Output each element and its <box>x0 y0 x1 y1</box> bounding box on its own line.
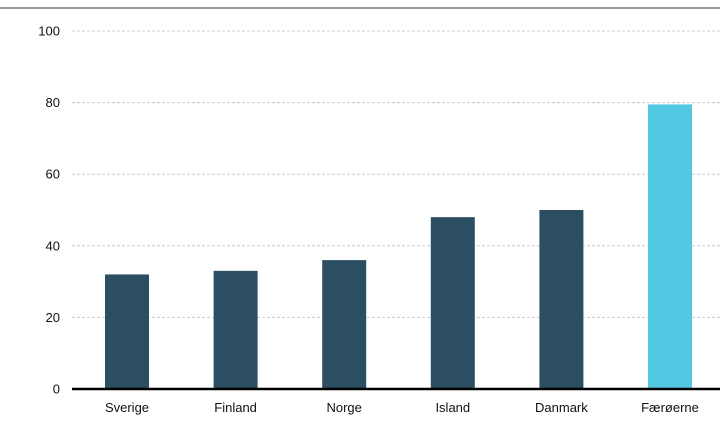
bar-sverige <box>105 274 149 389</box>
x-axis-labels: Sverige Finland Norge Island Danmark Færøerne <box>105 400 699 415</box>
gridlines <box>72 30 720 318</box>
x-tick-label-finland: Finland <box>214 400 257 415</box>
y-tick-label-0: 0 <box>53 382 60 397</box>
x-tick-label-færøerne: Færøerne <box>641 400 699 415</box>
y-tick-label-60: 60 <box>46 167 60 182</box>
bars <box>105 104 692 389</box>
x-tick-label-sverige: Sverige <box>105 400 149 415</box>
y-axis-ticks: 0 20 40 60 80 100 <box>38 24 60 397</box>
y-tick-label-100: 100 <box>38 24 60 39</box>
x-tick-label-danmark: Danmark <box>535 400 588 415</box>
bar-island <box>430 217 475 389</box>
y-tick-label-20: 20 <box>46 310 60 325</box>
y-tick-label-80: 80 <box>46 95 60 110</box>
x-tick-label-island: Island <box>435 400 470 415</box>
bar-finland <box>213 270 258 389</box>
y-tick-label-40: 40 <box>46 238 60 253</box>
bar-færøerne <box>648 104 692 389</box>
bar-danmark <box>539 210 584 389</box>
bar-norge <box>322 260 367 389</box>
x-tick-label-norge: Norge <box>326 400 361 415</box>
